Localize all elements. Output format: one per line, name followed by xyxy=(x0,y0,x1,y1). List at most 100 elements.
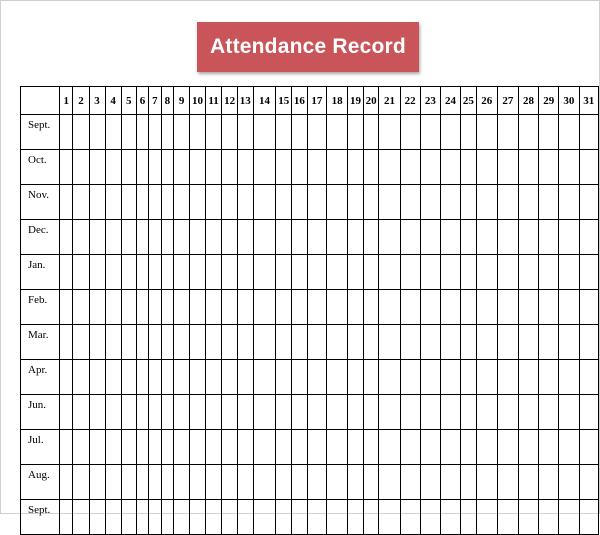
attendance-cell[interactable] xyxy=(104,149,122,185)
attendance-cell[interactable] xyxy=(135,289,150,325)
attendance-cell[interactable] xyxy=(517,184,540,220)
attendance-cell[interactable] xyxy=(578,429,600,465)
attendance-cell[interactable] xyxy=(439,184,462,220)
attendance-cell[interactable] xyxy=(439,114,462,150)
attendance-cell[interactable] xyxy=(252,324,277,360)
attendance-cell[interactable] xyxy=(72,324,90,360)
attendance-cell[interactable] xyxy=(72,499,90,535)
attendance-cell[interactable] xyxy=(221,394,238,430)
attendance-cell[interactable] xyxy=(236,464,254,500)
attendance-cell[interactable] xyxy=(252,289,277,325)
attendance-cell[interactable] xyxy=(148,254,162,290)
attendance-cell[interactable] xyxy=(399,149,421,185)
attendance-cell[interactable] xyxy=(173,184,191,220)
attendance-cell[interactable] xyxy=(275,219,293,255)
attendance-cell[interactable] xyxy=(189,114,206,150)
attendance-cell[interactable] xyxy=(460,219,477,255)
attendance-cell[interactable] xyxy=(275,394,293,430)
attendance-cell[interactable] xyxy=(59,359,74,395)
attendance-cell[interactable] xyxy=(120,289,137,325)
attendance-cell[interactable] xyxy=(88,499,106,535)
attendance-cell[interactable] xyxy=(120,219,137,255)
attendance-cell[interactable] xyxy=(160,289,175,325)
attendance-cell[interactable] xyxy=(419,149,441,185)
attendance-cell[interactable] xyxy=(399,324,421,360)
attendance-cell[interactable] xyxy=(460,359,477,395)
attendance-cell[interactable] xyxy=(104,324,122,360)
attendance-cell[interactable] xyxy=(59,114,74,150)
attendance-cell[interactable] xyxy=(88,184,106,220)
attendance-cell[interactable] xyxy=(439,499,462,535)
attendance-cell[interactable] xyxy=(496,184,519,220)
attendance-cell[interactable] xyxy=(204,359,223,395)
attendance-cell[interactable] xyxy=(221,464,238,500)
attendance-cell[interactable] xyxy=(236,184,254,220)
attendance-cell[interactable] xyxy=(326,219,349,255)
attendance-cell[interactable] xyxy=(135,359,150,395)
attendance-cell[interactable] xyxy=(496,464,519,500)
attendance-cell[interactable] xyxy=(399,359,421,395)
attendance-cell[interactable] xyxy=(578,184,600,220)
attendance-cell[interactable] xyxy=(378,394,401,430)
attendance-cell[interactable] xyxy=(578,149,600,185)
attendance-cell[interactable] xyxy=(419,429,441,465)
attendance-cell[interactable] xyxy=(252,394,277,430)
attendance-cell[interactable] xyxy=(306,184,328,220)
attendance-cell[interactable] xyxy=(72,219,90,255)
attendance-cell[interactable] xyxy=(347,499,364,535)
attendance-cell[interactable] xyxy=(362,219,380,255)
attendance-cell[interactable] xyxy=(221,114,238,150)
attendance-cell[interactable] xyxy=(475,464,498,500)
attendance-cell[interactable] xyxy=(378,324,401,360)
attendance-cell[interactable] xyxy=(460,149,477,185)
attendance-cell[interactable] xyxy=(558,324,580,360)
attendance-cell[interactable] xyxy=(160,359,175,395)
attendance-cell[interactable] xyxy=(326,114,349,150)
attendance-cell[interactable] xyxy=(558,219,580,255)
attendance-cell[interactable] xyxy=(558,254,580,290)
attendance-cell[interactable] xyxy=(496,219,519,255)
attendance-cell[interactable] xyxy=(460,114,477,150)
attendance-cell[interactable] xyxy=(538,499,560,535)
attendance-cell[interactable] xyxy=(538,394,560,430)
attendance-cell[interactable] xyxy=(439,219,462,255)
attendance-cell[interactable] xyxy=(306,219,328,255)
attendance-cell[interactable] xyxy=(347,114,364,150)
attendance-cell[interactable] xyxy=(236,219,254,255)
attendance-cell[interactable] xyxy=(135,254,150,290)
attendance-cell[interactable] xyxy=(88,114,106,150)
attendance-cell[interactable] xyxy=(538,429,560,465)
attendance-cell[interactable] xyxy=(378,184,401,220)
attendance-cell[interactable] xyxy=(399,429,421,465)
attendance-cell[interactable] xyxy=(517,254,540,290)
attendance-cell[interactable] xyxy=(160,149,175,185)
attendance-cell[interactable] xyxy=(399,184,421,220)
attendance-cell[interactable] xyxy=(189,289,206,325)
attendance-cell[interactable] xyxy=(538,149,560,185)
attendance-cell[interactable] xyxy=(347,359,364,395)
attendance-cell[interactable] xyxy=(306,499,328,535)
attendance-cell[interactable] xyxy=(439,394,462,430)
attendance-cell[interactable] xyxy=(59,499,74,535)
attendance-cell[interactable] xyxy=(59,219,74,255)
attendance-cell[interactable] xyxy=(475,429,498,465)
attendance-cell[interactable] xyxy=(475,394,498,430)
attendance-cell[interactable] xyxy=(252,359,277,395)
attendance-cell[interactable] xyxy=(347,289,364,325)
attendance-cell[interactable] xyxy=(378,289,401,325)
attendance-cell[interactable] xyxy=(578,324,600,360)
attendance-cell[interactable] xyxy=(378,359,401,395)
attendance-cell[interactable] xyxy=(475,324,498,360)
attendance-cell[interactable] xyxy=(419,499,441,535)
attendance-cell[interactable] xyxy=(419,114,441,150)
attendance-cell[interactable] xyxy=(558,184,580,220)
attendance-cell[interactable] xyxy=(326,149,349,185)
attendance-cell[interactable] xyxy=(475,254,498,290)
attendance-cell[interactable] xyxy=(439,359,462,395)
attendance-cell[interactable] xyxy=(104,394,122,430)
attendance-cell[interactable] xyxy=(59,184,74,220)
attendance-cell[interactable] xyxy=(189,184,206,220)
attendance-cell[interactable] xyxy=(104,254,122,290)
attendance-cell[interactable] xyxy=(378,499,401,535)
attendance-cell[interactable] xyxy=(517,394,540,430)
